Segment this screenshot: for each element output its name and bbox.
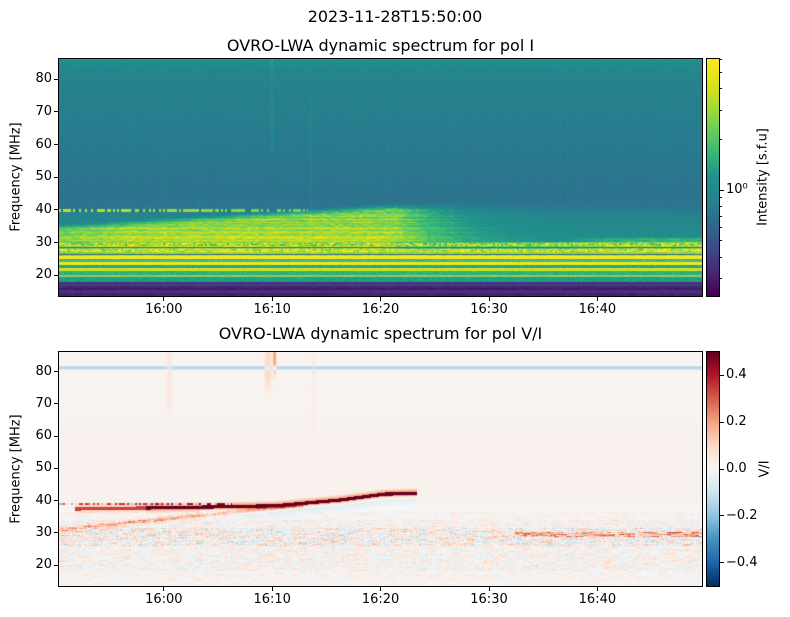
y-tick-mark xyxy=(54,371,58,373)
y-tick-label: 60 xyxy=(35,428,52,444)
x-tick-label: 16:20 xyxy=(361,592,400,607)
x-tick-mark xyxy=(380,297,382,301)
colorbar-minor-tick-mark xyxy=(720,58,722,60)
pol-i-spectrogram-image xyxy=(59,59,702,296)
colorbar-minor-tick-mark xyxy=(720,139,722,141)
colorbar-tick-label: 0.0 xyxy=(726,461,747,476)
colorbar-minor-tick-mark xyxy=(720,197,722,199)
y-tick-mark xyxy=(54,500,58,502)
x-tick-mark xyxy=(596,297,598,301)
pol-v-colorbar-gradient xyxy=(707,352,719,586)
colorbar-minor-tick-mark xyxy=(720,256,722,258)
figure-suptitle: 2023-11-28T15:50:00 xyxy=(307,7,483,26)
x-tick-mark xyxy=(488,587,490,591)
y-tick-label: 80 xyxy=(35,71,52,87)
colorbar-major-tick-mark xyxy=(720,189,724,191)
y-tick-label: 50 xyxy=(35,460,52,476)
pol-i-colorbar xyxy=(706,58,720,297)
x-tick-mark xyxy=(488,297,490,301)
colorbar-major-tick-mark xyxy=(720,515,724,517)
y-tick-label: 50 xyxy=(35,169,52,185)
y-tick-mark xyxy=(54,532,58,534)
y-tick-label: 60 xyxy=(35,136,52,152)
y-tick-mark xyxy=(54,176,58,178)
y-tick-label: 80 xyxy=(35,363,52,379)
x-tick-mark xyxy=(271,297,273,301)
y-tick-mark xyxy=(54,467,58,469)
colorbar-tick-label: 10⁰ xyxy=(726,182,748,198)
y-tick-label: 20 xyxy=(35,267,52,283)
x-tick-label: 16:40 xyxy=(578,302,617,317)
y-tick-mark xyxy=(54,403,58,405)
pol-v-colorbar-label: V/I xyxy=(757,460,773,478)
colorbar-tick-label: −0.4 xyxy=(726,554,758,570)
x-tick-mark xyxy=(271,587,273,591)
colorbar-major-tick-mark xyxy=(720,468,724,470)
x-tick-mark xyxy=(163,587,165,591)
y-tick-mark xyxy=(54,274,58,276)
x-tick-label: 16:20 xyxy=(361,302,400,317)
y-tick-mark xyxy=(54,209,58,211)
pol-i-colorbar-label: Intensity [s.f.u] xyxy=(755,128,771,226)
y-tick-label: 30 xyxy=(35,234,52,250)
pol-v-title: OVRO-LWA dynamic spectrum for pol V/I xyxy=(218,324,543,343)
colorbar-tick-label: −0.2 xyxy=(726,507,758,523)
x-tick-label: 16:10 xyxy=(253,592,291,607)
y-tick-label: 70 xyxy=(35,395,52,411)
y-tick-mark xyxy=(54,111,58,113)
pol-v-heatmap xyxy=(58,351,703,587)
y-tick-label: 40 xyxy=(35,201,52,217)
colorbar-major-tick-mark xyxy=(720,374,724,376)
colorbar-major-tick-mark xyxy=(720,562,724,564)
y-tick-label: 70 xyxy=(35,103,52,119)
colorbar-minor-tick-mark xyxy=(720,109,722,111)
y-tick-mark xyxy=(54,78,58,80)
x-tick-mark xyxy=(163,297,165,301)
colorbar-minor-tick-mark xyxy=(720,72,722,73)
y-tick-label: 40 xyxy=(35,492,52,508)
pol-i-colorbar-gradient xyxy=(707,59,719,296)
colorbar-minor-tick-mark xyxy=(720,205,722,207)
y-tick-label: 30 xyxy=(35,524,52,540)
y-tick-mark xyxy=(54,435,58,437)
pol-v-colorbar xyxy=(706,351,720,587)
x-tick-mark xyxy=(596,587,598,591)
colorbar-tick-label: 0.2 xyxy=(726,414,747,430)
y-tick-mark xyxy=(54,564,58,566)
colorbar-minor-tick-mark xyxy=(720,277,722,279)
colorbar-minor-tick-mark xyxy=(720,240,722,242)
x-tick-label: 16:40 xyxy=(578,592,617,607)
pol-i-title: OVRO-LWA dynamic spectrum for pol I xyxy=(226,36,535,55)
colorbar-tick-label: 0.4 xyxy=(726,367,747,383)
y-tick-label: 20 xyxy=(35,557,52,572)
x-tick-label: 16:10 xyxy=(253,302,291,317)
x-tick-label: 16:00 xyxy=(145,592,183,607)
y-tick-mark xyxy=(54,144,58,145)
colorbar-minor-tick-mark xyxy=(720,88,722,90)
x-tick-mark xyxy=(380,587,382,591)
x-tick-label: 16:30 xyxy=(470,302,508,317)
y-tick-mark xyxy=(54,242,58,243)
x-tick-label: 16:00 xyxy=(145,302,183,317)
pol-i-heatmap xyxy=(58,58,703,297)
pol-v-spectrogram-image xyxy=(59,352,702,586)
x-tick-label: 16:30 xyxy=(470,592,508,607)
colorbar-minor-tick-mark xyxy=(720,215,722,217)
colorbar-minor-tick-mark xyxy=(720,227,722,228)
colorbar-major-tick-mark xyxy=(720,421,724,423)
